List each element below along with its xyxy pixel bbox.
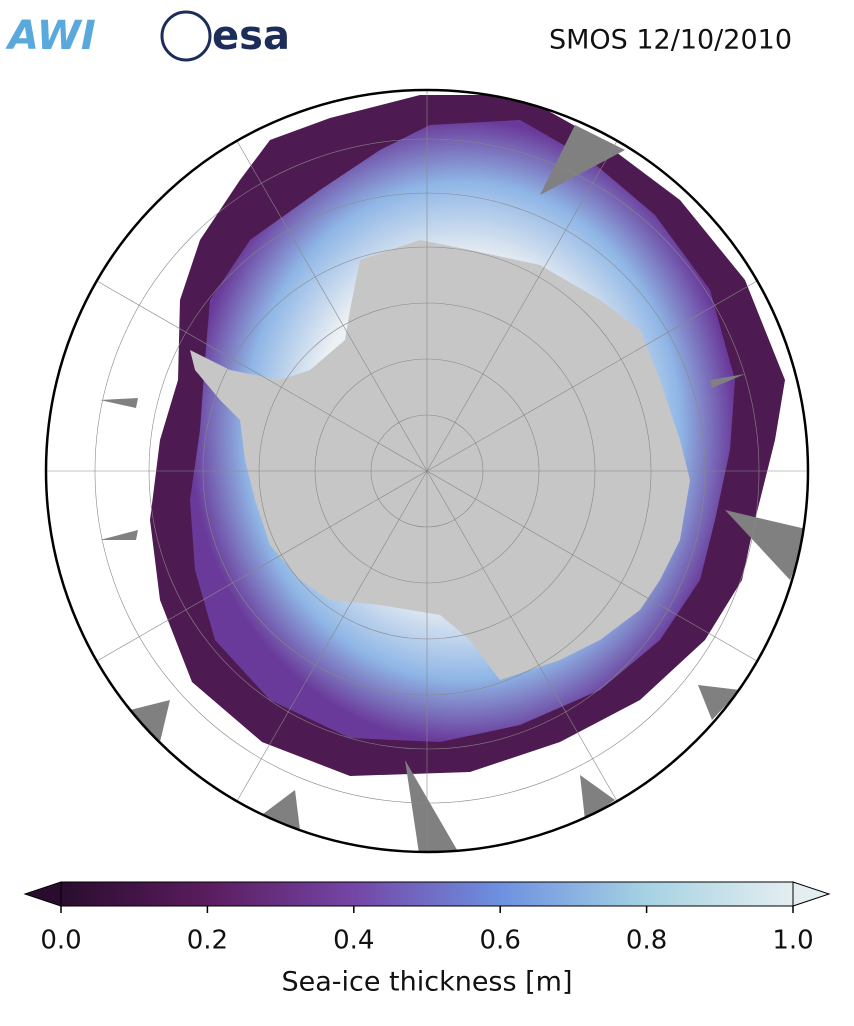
colorbar-tick-label: 0.6 [480, 926, 521, 956]
colorbar-tick-label: 0.2 [187, 926, 228, 956]
map [46, 90, 808, 852]
colorbar-tick-label: 1.0 [772, 926, 813, 956]
colorbar-label: Sea-ice thickness [m] [281, 967, 572, 998]
antarctica [190, 240, 690, 680]
graticule [46, 90, 808, 852]
colorbar-extend-high [792, 881, 831, 907]
esa-logo-mark [160, 10, 212, 62]
awi-logo: AWI [5, 13, 96, 59]
esa-logo: esa [212, 13, 290, 59]
colorbar-tick-label: 0.4 [333, 926, 374, 956]
colorbar-tick-label: 0.0 [40, 926, 81, 956]
colorbar-tick-label: 0.8 [626, 926, 667, 956]
colorbar-extend-low [23, 881, 62, 907]
colorbar [23, 881, 831, 907]
map-frame [44, 88, 810, 854]
map-title: SMOS 12/10/2010 [549, 25, 792, 56]
colorbar-ramp [60, 881, 794, 907]
